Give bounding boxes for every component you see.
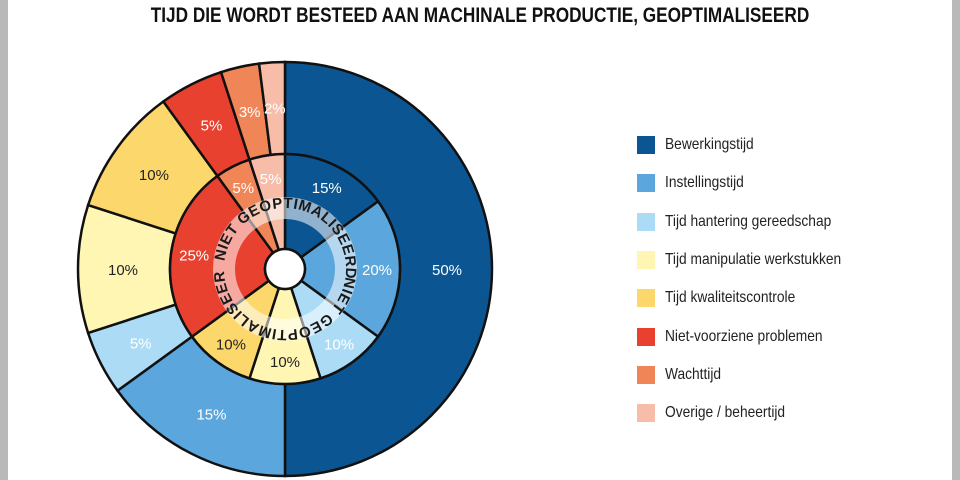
inner-label-1: 20%	[362, 262, 392, 279]
chart-title: TIJD DIE WORDT BESTEED AAN MACHINALE PRO…	[150, 4, 810, 27]
legend-swatch	[637, 136, 655, 155]
legend-label: Bewerkingstijd	[665, 136, 754, 154]
legend-label: Niet-voorziene problemen	[665, 327, 823, 345]
outer-label-5: 5%	[201, 118, 223, 135]
legend-label: Overige / beheertijd	[665, 404, 786, 422]
center-hole	[263, 247, 307, 291]
legend: Bewerkingstijd Instellingstijd Tijd hanter…	[637, 126, 870, 432]
outer-label-7: 2%	[264, 100, 286, 117]
legend-label: Tijd kwaliteitscontrole	[665, 289, 796, 307]
legend-item: Tijd kwaliteitscontrole	[637, 279, 870, 317]
inner-label-7: 5%	[260, 171, 282, 188]
inner-label-6: 5%	[232, 180, 254, 197]
legend-item: Instellingstijd	[637, 164, 870, 202]
legend-swatch	[637, 289, 655, 308]
outer-label-1: 15%	[196, 406, 226, 423]
outer-label-3: 10%	[108, 262, 138, 279]
outer-label-6: 3%	[239, 104, 261, 121]
legend-swatch	[637, 251, 655, 270]
caption-band	[213, 197, 357, 341]
legend-swatch	[637, 212, 655, 231]
legend-label: Tijd manipulatie werkstukken	[665, 251, 842, 269]
legend-item: Overige / beheertijd	[637, 394, 870, 432]
legend-swatch	[637, 365, 655, 384]
legend-item: Wachttijd	[637, 356, 870, 394]
inner-label-3: 10%	[270, 354, 300, 371]
inner-label-2: 10%	[324, 336, 354, 353]
outer-label-0: 50%	[432, 262, 462, 279]
legend-item: Tijd hantering gereedschap	[637, 203, 870, 241]
left-border	[0, 0, 8, 480]
legend-label: Instellingstijd	[665, 174, 744, 192]
legend-item: Bewerkingstijd	[637, 126, 870, 164]
legend-label: Wachttijd	[665, 365, 722, 383]
legend-item: Niet-voorziene problemen	[637, 317, 870, 355]
legend-label: Tijd hantering gereedschap	[665, 212, 832, 230]
outer-label-2: 5%	[130, 336, 152, 353]
legend-swatch	[637, 174, 655, 193]
legend-swatch	[637, 404, 655, 423]
outer-label-4: 10%	[139, 167, 169, 184]
legend-swatch	[637, 327, 655, 346]
inner-label-5: 25%	[179, 248, 209, 265]
inner-label-4: 10%	[216, 336, 246, 353]
inner-label-0: 15%	[312, 180, 342, 197]
legend-item: Tijd manipulatie werkstukken	[637, 241, 870, 279]
right-border	[952, 0, 960, 480]
